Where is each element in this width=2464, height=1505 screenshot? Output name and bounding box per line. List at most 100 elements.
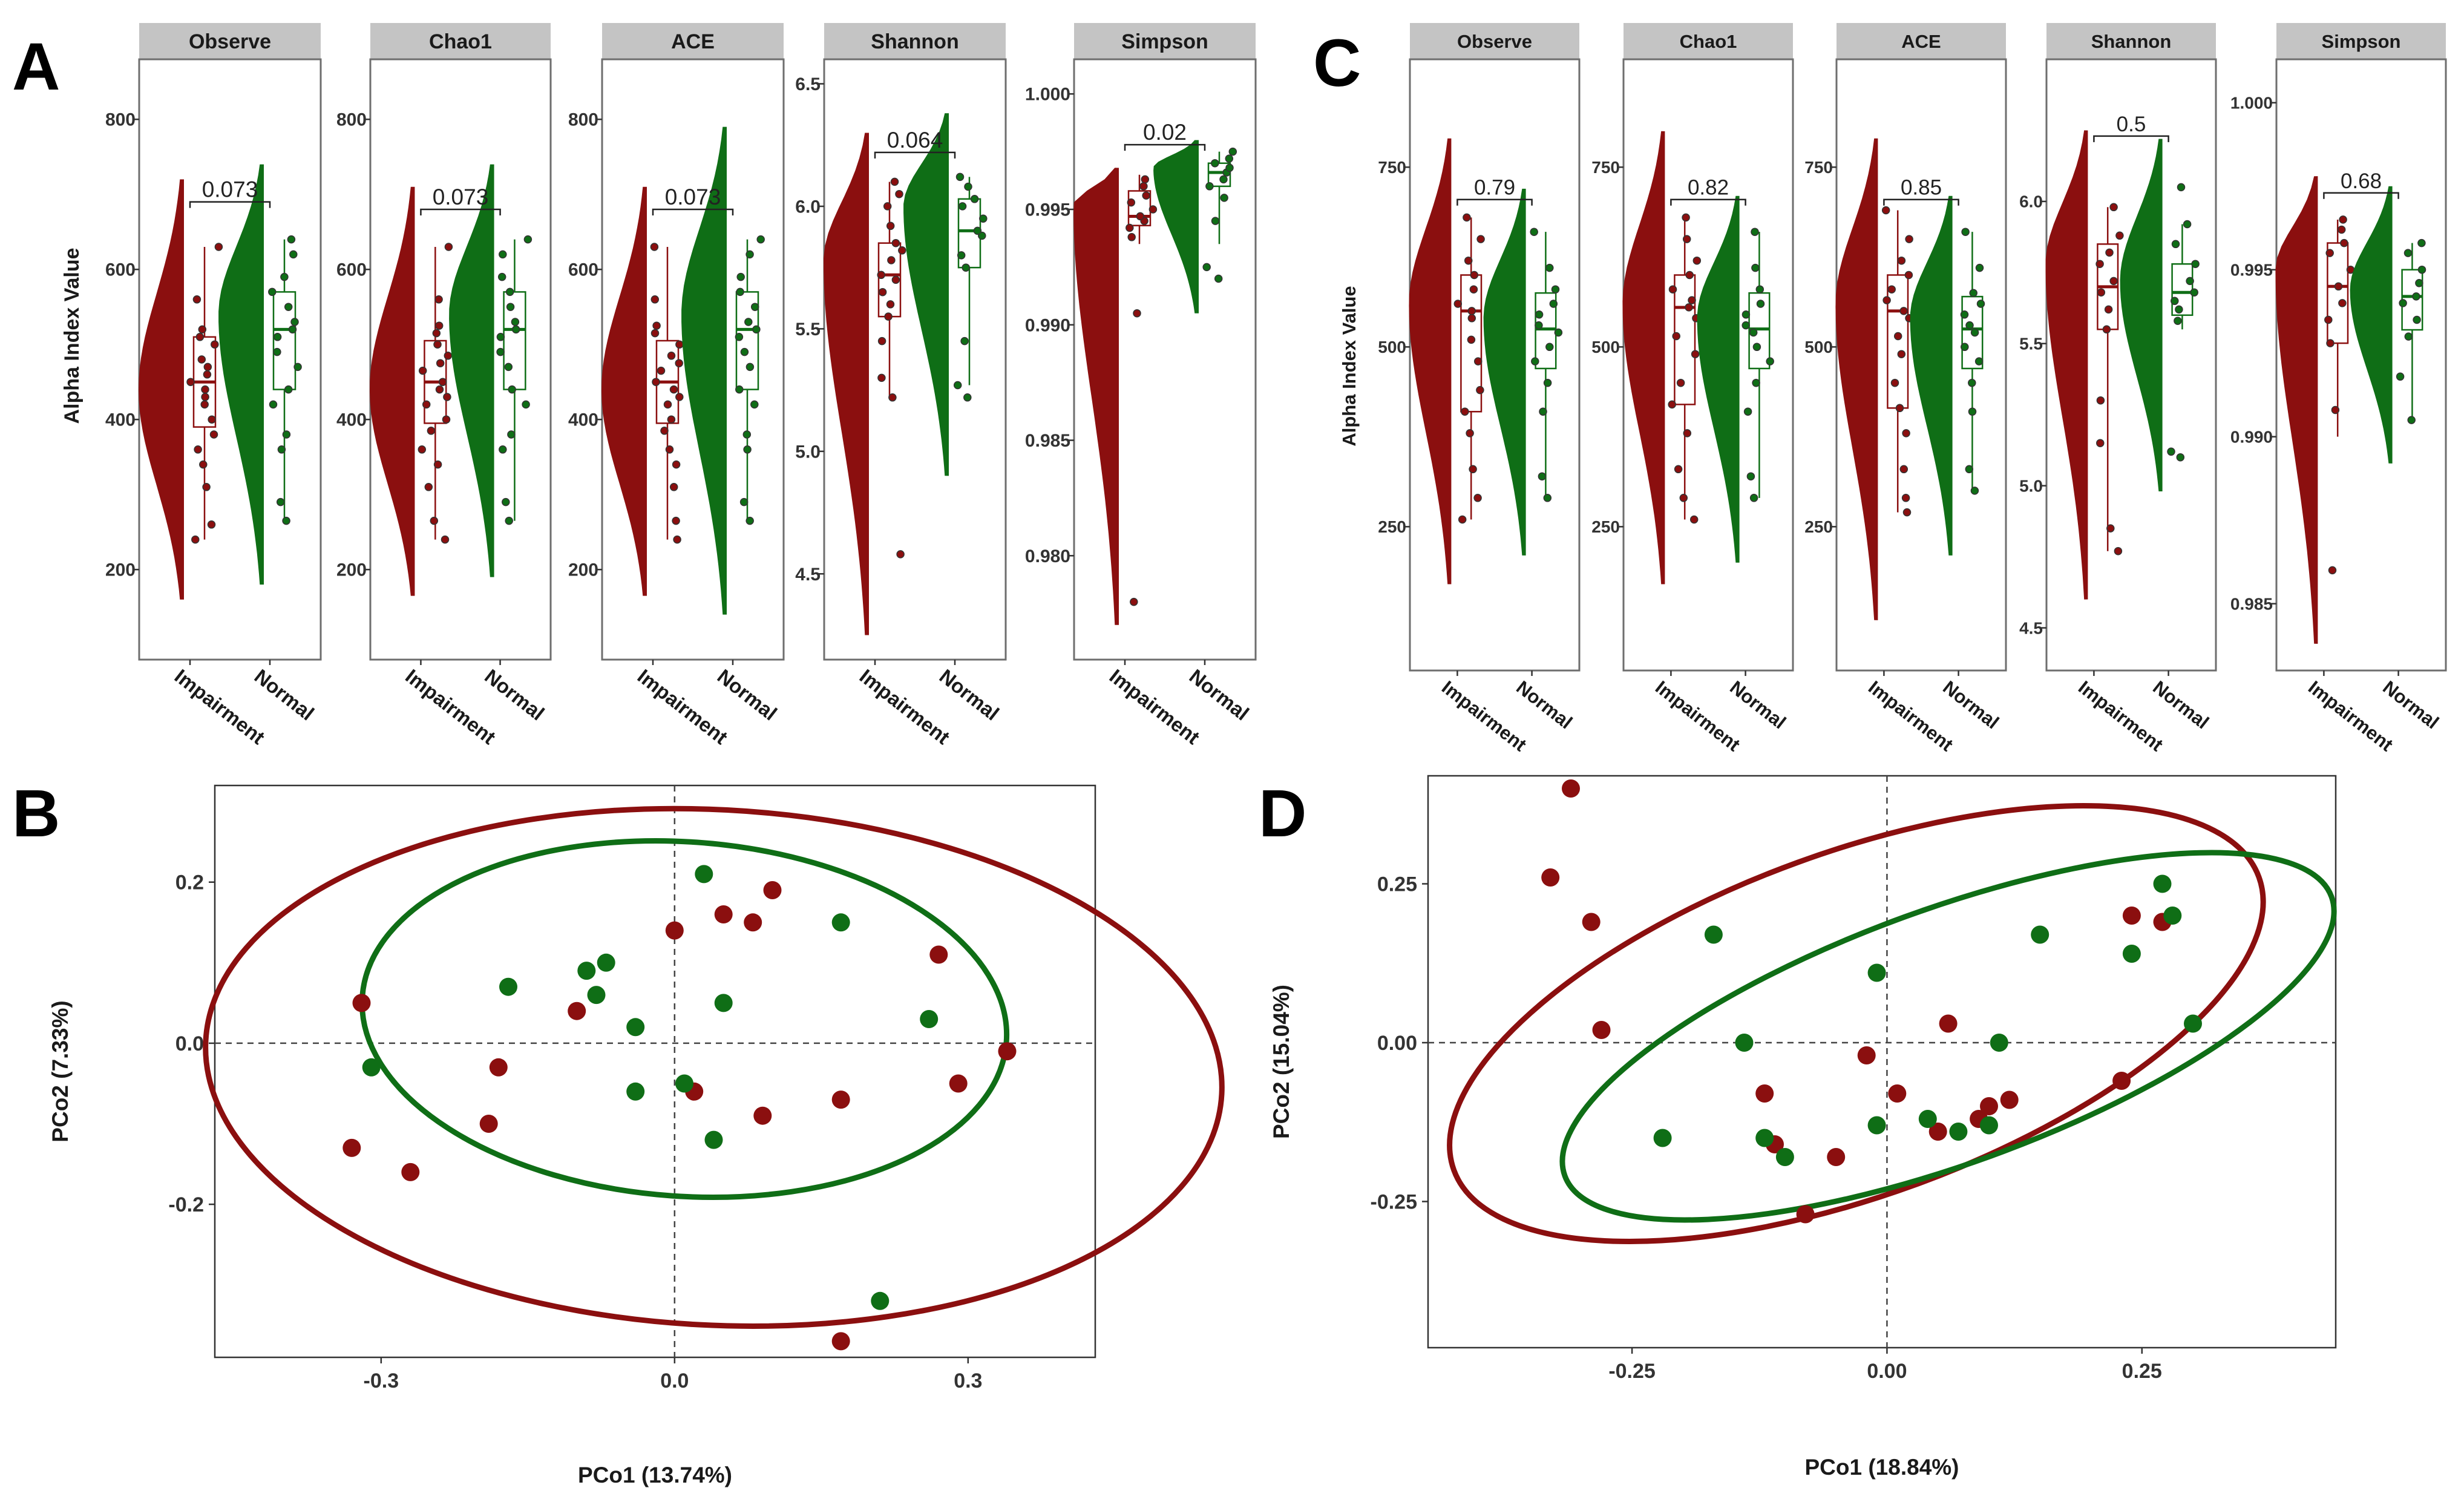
panel-label-c: C	[1313, 26, 1361, 100]
panel-d-point-impairment	[2112, 1072, 2131, 1090]
panel-c-point-impairment	[1668, 400, 1676, 409]
panel-a-point-impairment	[1141, 175, 1150, 184]
panel-c-point-normal	[1535, 310, 1544, 319]
panel-b-point-normal	[362, 1058, 381, 1077]
panel-c-point-impairment	[1899, 465, 1909, 474]
panel-b-point-impairment	[479, 1115, 498, 1133]
panel-a-point-normal	[507, 430, 516, 439]
panel-a-point-normal	[496, 333, 505, 341]
panel-c-point-impairment	[1902, 429, 1910, 438]
panel-c-point-normal	[2167, 447, 2175, 456]
panel-a-y-tick-label: 800	[336, 110, 367, 130]
panel-d-point-impairment	[1857, 1046, 1876, 1064]
panel-a-point-impairment	[877, 373, 886, 382]
panel-a-point-normal	[736, 287, 744, 297]
panel-a-point-impairment	[1136, 212, 1145, 221]
panel-c-point-normal	[1969, 289, 1977, 297]
panel-a-point-normal	[1211, 159, 1219, 168]
panel-b-point-normal	[587, 986, 606, 1005]
panel-a-x-tick-label: Normal	[480, 664, 548, 724]
panel-c-point-normal	[1968, 378, 1976, 387]
panel-b-point-impairment	[489, 1058, 508, 1077]
panel-b-x-tick-label: 0.3	[954, 1369, 982, 1392]
panel-c-point-normal	[1535, 321, 1543, 330]
panel-a-x-tick-label: Normal	[713, 664, 781, 724]
panel-c-point-impairment	[2097, 288, 2106, 297]
panel-c-point-normal	[2413, 315, 2421, 324]
panel-d-ellipse-impairment	[1447, 803, 2266, 1244]
panel-c-facet-title: ACE	[1901, 31, 1941, 52]
panel-c-point-normal	[2174, 316, 2182, 325]
panel-a-point-impairment	[1139, 182, 1148, 191]
panel-c-point-normal	[2399, 299, 2407, 307]
panel-c-point-impairment	[1682, 235, 1691, 243]
panel-b-pcoa: -0.3 0.0 0.3 -0.2 0.0 0.2 PCo1 (13.74%) PCo2 (7…	[48, 784, 1225, 1487]
panel-a-pvalue-label: 0.064	[887, 128, 943, 152]
panel-c-point-normal	[2404, 332, 2413, 341]
panel-c-facet-strip	[1624, 23, 1793, 59]
panel-a-point-impairment	[207, 520, 216, 529]
panel-label-a: A	[12, 30, 60, 104]
panel-b-point-impairment	[665, 921, 684, 940]
panel-c-point-impairment	[1881, 206, 1890, 215]
panel-a-point-impairment	[898, 246, 906, 255]
panel-c-point-normal	[1743, 407, 1752, 416]
panel-a-point-impairment	[203, 362, 212, 372]
panel-c-point-impairment	[1897, 256, 1906, 265]
panel-a-point-normal	[960, 336, 969, 346]
panel-a-violin-impairment	[1073, 168, 1119, 625]
panel-c-y-tick-label: 500	[1591, 338, 1620, 356]
panel-a-y-tick-label: 6.0	[795, 197, 821, 217]
panel-a-violin-normal	[681, 126, 727, 615]
panel-c-box-impairment	[2327, 242, 2349, 344]
panel-a-box-normal	[1207, 162, 1231, 188]
panel-c-point-normal	[1545, 263, 1554, 272]
panel-c-point-normal	[1766, 357, 1774, 366]
panel-a-violin-normal	[218, 164, 264, 585]
panel-c-pvalue-bracket	[1883, 198, 1959, 206]
panel-a-point-impairment	[192, 295, 202, 304]
panel-c-point-normal	[1975, 263, 1984, 272]
panel-a-point-impairment	[888, 393, 897, 402]
panel-c-point-impairment	[1466, 429, 1474, 438]
panel-a-point-impairment	[1130, 597, 1138, 606]
panel-a-point-impairment	[663, 400, 672, 409]
panel-a-point-normal	[284, 303, 293, 311]
panel-c-point-normal	[1960, 310, 1969, 319]
panel-a-facet-title: Observe	[189, 30, 271, 53]
panel-c-point-impairment	[1899, 307, 1908, 315]
panel-c-point-impairment	[2096, 396, 2105, 405]
panel-a-point-normal	[280, 272, 289, 281]
panel-c-point-normal	[1545, 343, 1554, 352]
panel-a-y-tick-label: 600	[336, 260, 367, 280]
panel-a-pvalue-bracket	[652, 208, 734, 215]
panel-c-point-impairment	[1897, 350, 1906, 358]
panel-a-point-normal	[744, 318, 753, 326]
panel-a-point-normal	[496, 347, 505, 356]
panel-c-pvalue-bracket	[2323, 192, 2399, 199]
panel-a-point-impairment	[422, 400, 431, 409]
panel-b-point-impairment	[831, 1332, 850, 1351]
panel-c-point-normal	[2171, 240, 2180, 249]
panel-a-point-normal	[504, 362, 513, 372]
panel-c-point-normal	[2417, 238, 2426, 248]
panel-a-point-normal	[1220, 194, 1228, 202]
panel-label-d: D	[1259, 776, 1306, 851]
panel-a-point-impairment	[669, 385, 678, 394]
panel-a-y-tick-label: 600	[105, 260, 136, 280]
panel-d-point-normal	[1867, 963, 1886, 982]
panel-c-point-impairment	[1476, 385, 1484, 395]
panel-a-point-impairment	[667, 352, 676, 360]
panel-c-pvalue-label: 0.79	[1474, 176, 1515, 200]
panel-c-point-normal	[2412, 292, 2420, 301]
panel-c-alpha-diversity: Observe250500750ImpairmentNormal0.79Chao…	[1378, 23, 2447, 755]
panel-a-point-normal	[743, 445, 752, 454]
panel-a-violin-impairment	[370, 186, 415, 596]
panel-c-point-impairment	[2115, 231, 2124, 240]
panel-c-y-tick-label: 4.5	[2019, 618, 2043, 637]
panel-a-point-impairment	[1127, 198, 1136, 207]
panel-a-point-normal	[269, 400, 278, 409]
panel-c-point-normal	[2175, 305, 2183, 314]
